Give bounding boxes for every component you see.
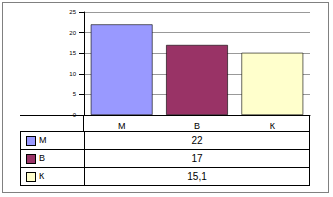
svg-text:М: М	[118, 121, 126, 131]
html-text:15,1: 15,1	[187, 171, 207, 182]
svg-text:25: 25	[69, 9, 76, 15]
svg-text:0: 0	[73, 112, 77, 118]
svg-text:20: 20	[69, 30, 76, 36]
svg-text:5: 5	[73, 91, 77, 97]
html-text:М: М	[39, 135, 47, 145]
html-text:17: 17	[191, 153, 203, 164]
html-text:22: 22	[191, 135, 203, 146]
svg-text:К: К	[270, 121, 276, 131]
svg-text:10: 10	[69, 71, 76, 77]
html-text:К: К	[39, 171, 45, 181]
svg-text:15: 15	[69, 50, 76, 56]
html-text:В: В	[39, 153, 45, 163]
svg-text:В: В	[194, 121, 200, 131]
